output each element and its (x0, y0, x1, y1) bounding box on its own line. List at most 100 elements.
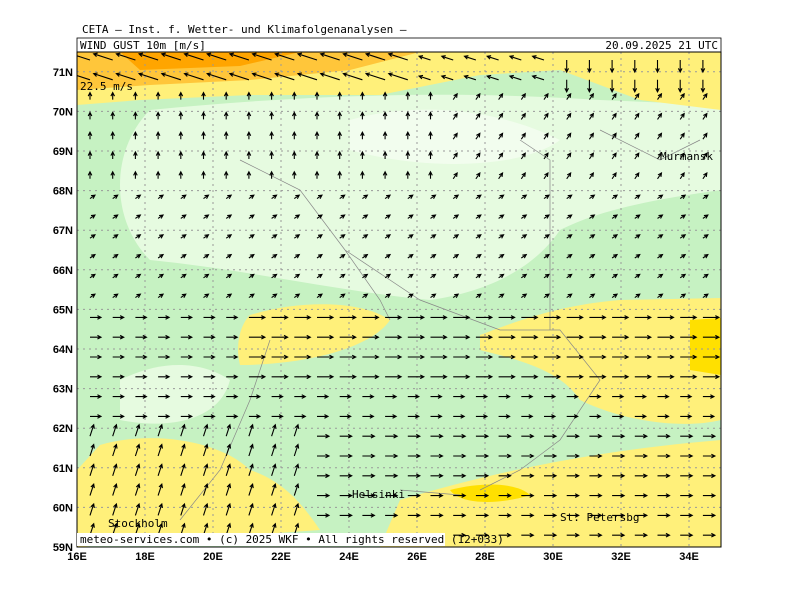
wind-arrow (417, 74, 431, 81)
wind-arrow (112, 414, 125, 419)
wind-arrow (225, 443, 232, 457)
wind-arrow (135, 414, 148, 419)
wind-arrow (316, 273, 323, 279)
wind-arrow (498, 334, 516, 340)
wind-arrow (657, 214, 664, 219)
wind-arrow (339, 293, 346, 299)
wind-arrow (382, 150, 388, 159)
wind-arrow (223, 130, 229, 140)
lon-label: 26E (407, 551, 427, 563)
wind-arrow (655, 79, 660, 94)
lat-label: 71N (53, 67, 73, 79)
wind-arrow (566, 112, 572, 120)
wind-arrow (271, 354, 289, 360)
wind-arrow (293, 293, 301, 299)
wind-arrow (203, 273, 210, 279)
wind-arrow (319, 72, 340, 81)
wind-arrow (180, 273, 187, 279)
wind-arrow (339, 234, 346, 239)
wind-arrow (155, 170, 161, 179)
wind-arrow (112, 354, 125, 360)
wind-arrow (702, 414, 716, 419)
wind-arrow (364, 52, 386, 61)
wind-arrow (475, 334, 494, 340)
wind-arrow (157, 273, 165, 279)
wind-arrow (134, 502, 141, 516)
wind-arrow (453, 453, 467, 459)
wind-arrow (702, 354, 721, 360)
wind-arrow (135, 354, 148, 360)
wind-arrow (385, 334, 403, 340)
wind-arrow (453, 374, 471, 380)
wind-arrow (702, 334, 721, 340)
wind-arrow (611, 214, 619, 219)
wind-arrow (544, 414, 557, 419)
wind-arrow (157, 483, 163, 496)
wind-arrow (202, 483, 209, 496)
wind-arrow (680, 473, 694, 479)
wind-arrow (180, 234, 187, 239)
wind-arrow (110, 130, 116, 140)
wind-arrow (293, 463, 300, 476)
wind-arrow (498, 112, 504, 120)
wind-arrow (180, 214, 187, 219)
wind-arrow (498, 172, 504, 180)
wind-arrow (657, 92, 663, 100)
wind-arrow (702, 473, 717, 479)
wind-arrow (360, 111, 365, 120)
wind-arrow (134, 463, 141, 476)
wind-arrow (634, 234, 641, 239)
map-field (77, 52, 721, 547)
wind-arrow (566, 493, 580, 498)
wind-arrow (203, 334, 216, 340)
wind-arrow (611, 273, 619, 279)
wind-arrow (203, 194, 210, 200)
wind-arrow (362, 433, 376, 439)
wind-arrow (382, 111, 388, 120)
wind-arrow (657, 374, 675, 380)
wind-arrow (702, 234, 709, 239)
wind-arrow (634, 273, 641, 279)
wind-arrow (589, 334, 607, 340)
wind-arrow (657, 532, 671, 538)
wind-arrow (612, 493, 626, 498)
wind-arrow (453, 354, 471, 360)
wind-arrow (428, 91, 433, 100)
wind-arrow (248, 483, 254, 496)
wind-arrow (430, 394, 443, 399)
wind-arrow (452, 234, 460, 239)
wind-arrow (543, 214, 550, 219)
wind-arrow (634, 374, 653, 380)
wind-arrow (589, 513, 603, 518)
wind-arrow (634, 152, 640, 160)
wind-arrow (498, 374, 516, 380)
wind-arrow (226, 315, 239, 320)
wind-arrow (544, 532, 558, 538)
wind-arrow (248, 253, 255, 259)
wind-arrow (589, 453, 603, 459)
wind-arrow (203, 374, 216, 380)
wind-arrow (531, 55, 545, 61)
wind-arrow (226, 394, 239, 399)
wind-arrow (133, 150, 138, 159)
wind-arrow (135, 234, 142, 239)
wind-arrow (566, 354, 584, 360)
wind-arrow (385, 453, 399, 459)
wind-arrow (475, 273, 482, 279)
wind-arrow (702, 92, 708, 100)
wind-arrow (543, 234, 550, 239)
wind-arrow (248, 502, 254, 516)
wind-arrow (112, 374, 125, 380)
wind-arrow (202, 463, 209, 476)
wind-arrow (89, 293, 96, 299)
wind-arrow (498, 453, 512, 459)
wind-arrow (405, 130, 411, 140)
wind-arrow (702, 513, 717, 518)
lat-label: 68N (53, 186, 73, 198)
wind-arrow (269, 170, 274, 179)
wind-arrow (294, 374, 312, 380)
wind-arrow (180, 194, 187, 200)
wind-arrow (544, 433, 558, 439)
wind-arrow (110, 91, 116, 100)
wind-arrow (520, 214, 528, 219)
